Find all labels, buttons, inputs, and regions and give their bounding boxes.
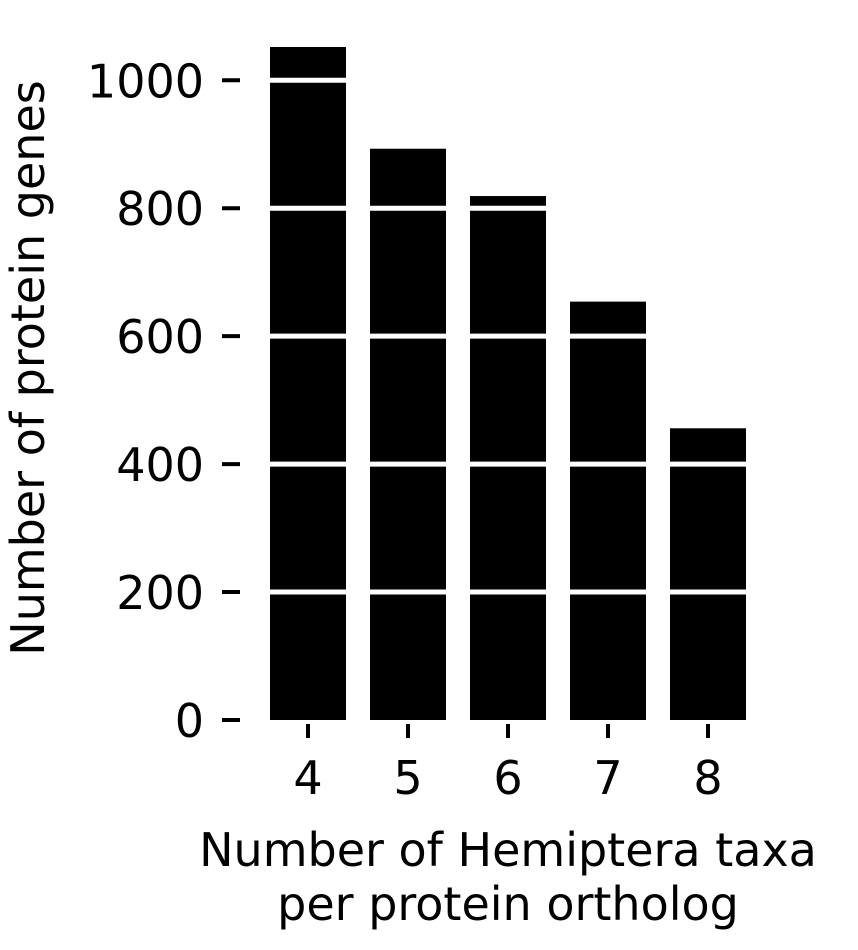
y-axis: 0 200 400 600 800 1000 [87, 54, 240, 748]
x-tick-label-5: 5 [393, 751, 422, 805]
x-axis-title-line-1: Number of Hemiptera taxa [199, 823, 817, 877]
x-tick-label-7: 7 [593, 751, 622, 805]
bar-6 [470, 196, 546, 720]
x-tick-label-6: 6 [493, 751, 522, 805]
y-tick-label-0: 0 [175, 694, 204, 748]
y-tick-label-800: 800 [116, 182, 204, 236]
bar-8 [670, 428, 746, 720]
y-tick-label-1000: 1000 [87, 54, 204, 108]
bars-group [270, 47, 746, 721]
x-axis-title-line-2: per protein ortholog [277, 877, 739, 931]
x-axis: 4 5 6 7 8 [293, 724, 723, 805]
gridlines-group [258, 77, 758, 595]
bar-7 [570, 301, 646, 720]
y-tick-label-200: 200 [116, 566, 204, 620]
y-tick-label-600: 600 [116, 310, 204, 364]
x-tick-label-4: 4 [293, 751, 322, 805]
bar-4 [270, 47, 346, 720]
y-axis-title: Number of protein genes [1, 80, 55, 655]
y-tick-label-400: 400 [116, 438, 204, 492]
x-tick-label-8: 8 [693, 751, 722, 805]
bar-5 [370, 148, 446, 721]
